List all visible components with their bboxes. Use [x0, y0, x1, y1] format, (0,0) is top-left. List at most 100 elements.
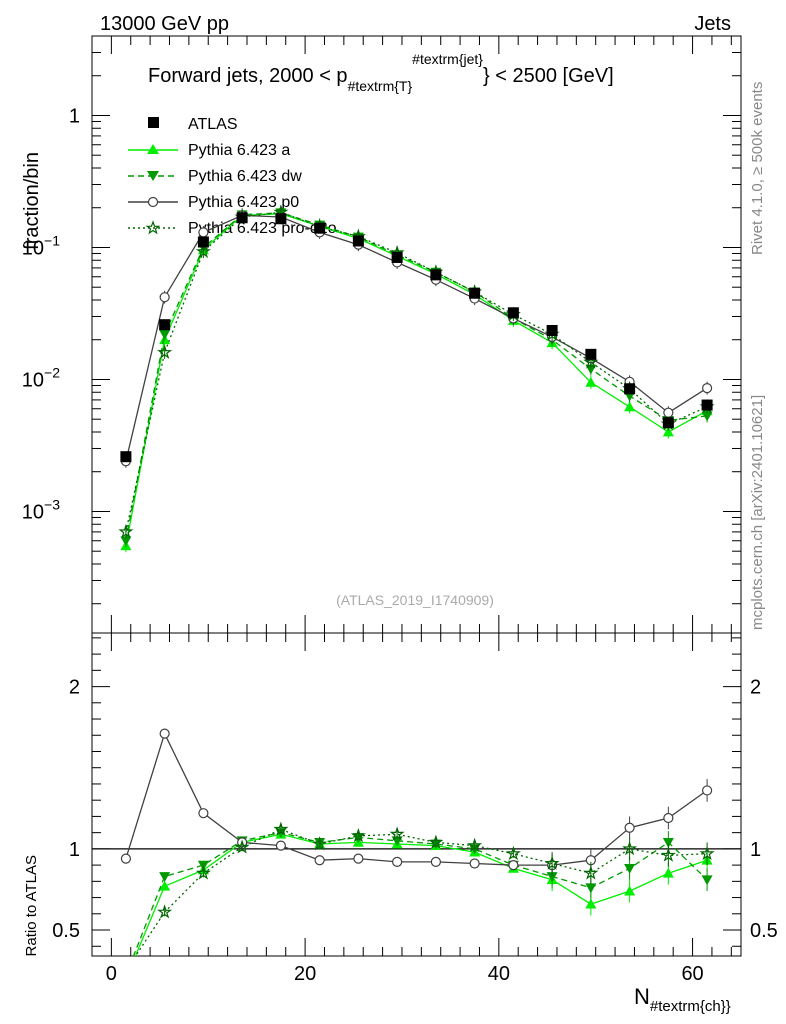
main-series-pro_q2o	[118, 204, 715, 539]
ratio-series-pro_q2o	[120, 821, 715, 976]
main-point-atlas	[430, 269, 442, 281]
ratio-point-pro_q2o	[505, 845, 521, 861]
legend-marker-a	[147, 144, 159, 154]
main-point-atlas	[469, 287, 481, 299]
ratio-point-p0	[198, 808, 209, 819]
main-series-atlas	[120, 212, 713, 463]
main-point-a	[585, 376, 597, 387]
ratio-ytick-label-right: 1	[750, 839, 761, 861]
main-point-p0	[701, 383, 713, 394]
main-point-dw	[701, 411, 713, 422]
legend: ATLAS Pythia 6.423 a Pythia 6.423 dw Pyt…	[128, 116, 337, 237]
main-point-atlas	[662, 417, 674, 429]
ratio-ytick-label-left: 2	[69, 677, 80, 699]
main-point-atlas	[391, 251, 403, 263]
main-point-atlas	[701, 399, 713, 411]
ratio-point-pro_q2o	[583, 865, 599, 880]
main-point-atlas	[197, 236, 209, 248]
main-point-a	[624, 401, 636, 412]
main-point-atlas	[546, 324, 558, 336]
legend-marker-dw	[147, 171, 159, 181]
main-point-pro_q2o	[157, 344, 173, 360]
main-title-subscript: #textrm{T}	[348, 78, 413, 94]
main-ylabel: fraction/bin	[21, 152, 43, 250]
ratio-point-p0	[159, 728, 170, 739]
ratio-point-dw	[120, 971, 131, 981]
main-series-line-p0	[125, 214, 708, 462]
main-title-superscript: #textrm{jet}	[412, 51, 483, 67]
side-mcplots-label: mcplots.cern.ch [arXiv:2401.10621]	[749, 395, 766, 630]
ratio-plot-frame	[91, 632, 742, 957]
main-series-dw	[120, 206, 713, 548]
main-point-atlas	[352, 235, 364, 247]
ratio-series-line-a	[134, 833, 708, 956]
xlabel-end: }	[726, 998, 731, 1015]
main-series-line-pro_q2o	[125, 211, 708, 533]
ratio-point-dw	[159, 872, 171, 882]
ratio-ytick-label-right: 0.5	[750, 920, 778, 942]
xtick-label: 20	[294, 963, 316, 985]
ratio-point-pro_q2o	[312, 836, 328, 851]
main-point-p0	[663, 407, 674, 418]
ratio-point-a	[585, 898, 597, 909]
main-point-atlas	[585, 348, 597, 360]
ratio-point-pro_q2o	[428, 834, 444, 849]
ratio-ylabel: Ratio to ATLAS	[23, 855, 40, 956]
main-point-atlas	[159, 319, 171, 331]
ratio-point-dw	[585, 883, 597, 894]
ratio-ytick-label-left: 0.5	[52, 920, 80, 942]
ratio-point-a	[120, 973, 131, 983]
ratio-point-p0	[701, 785, 713, 796]
main-title-end: } < 2500 [GeV]	[483, 65, 614, 87]
ratio-point-p0	[508, 860, 519, 871]
main-series-group	[118, 204, 715, 553]
ratio-point-a	[624, 885, 636, 896]
ratio-point-pro_q2o	[273, 821, 289, 836]
main-title: Forward jets, 2000 < p#textrm{T}#textrm{…	[148, 51, 614, 94]
main-ytick-label: 10−1	[22, 232, 60, 259]
header-jets-label: Jets	[694, 13, 731, 35]
main-ytick-label: 1	[69, 105, 80, 127]
main-point-atlas	[236, 212, 248, 224]
ratio-point-pro_q2o	[467, 837, 483, 853]
legend-marker-pro-q2o	[145, 220, 161, 235]
ratio-axes: 0 20 40 60 0.5 0.5 1 1 2 2	[52, 633, 778, 985]
main-point-p0	[198, 227, 209, 238]
main-series-line-dw	[125, 212, 708, 541]
ratio-point-a	[159, 880, 171, 891]
main-ytick-label: 10−2	[22, 364, 60, 391]
main-point-atlas	[275, 213, 287, 225]
ratio-ytick-label-left: 1	[69, 839, 80, 861]
main-ytick-label: 10−3	[22, 496, 60, 523]
legend-marker-atlas	[148, 117, 159, 128]
main-point-atlas	[507, 307, 519, 319]
xlabel-subscript: #textrm{ch}	[650, 998, 726, 1015]
ratio-point-pro_q2o	[622, 841, 638, 856]
ratio-series-line-pro_q2o	[134, 828, 708, 956]
ratio-point-p0	[663, 812, 674, 824]
header-energy-label: 13000 GeV pp	[100, 13, 229, 35]
main-series-line-a	[125, 213, 708, 546]
main-point-atlas	[120, 451, 132, 463]
ratio-ytick-label-right: 2	[750, 677, 761, 699]
ratio-point-pro_q2o	[120, 965, 131, 976]
ratio-point-pro_q2o	[699, 845, 715, 861]
ratio-series-group	[120, 728, 715, 983]
xtick-label: 40	[488, 963, 510, 985]
main-point-p0	[159, 292, 170, 303]
ratio-point-pro_q2o	[660, 847, 676, 862]
side-rivet-label: Rivet 4.1.0, ≥ 500k events	[749, 82, 766, 255]
main-series-p0	[120, 208, 713, 468]
ratio-series-line-dw	[132, 831, 708, 956]
ratio-point-p0	[430, 856, 441, 867]
ratio-point-pro_q2o	[157, 904, 173, 919]
legend-label-atlas: ATLAS	[188, 116, 238, 133]
ratio-point-dw	[624, 863, 636, 874]
ratio-point-p0	[275, 840, 286, 851]
ratio-point-p0	[469, 858, 480, 869]
ratio-point-pro_q2o	[544, 855, 560, 870]
main-point-pro_q2o	[195, 243, 211, 259]
xtick-label: 60	[681, 963, 703, 985]
main-series-a	[120, 207, 713, 553]
